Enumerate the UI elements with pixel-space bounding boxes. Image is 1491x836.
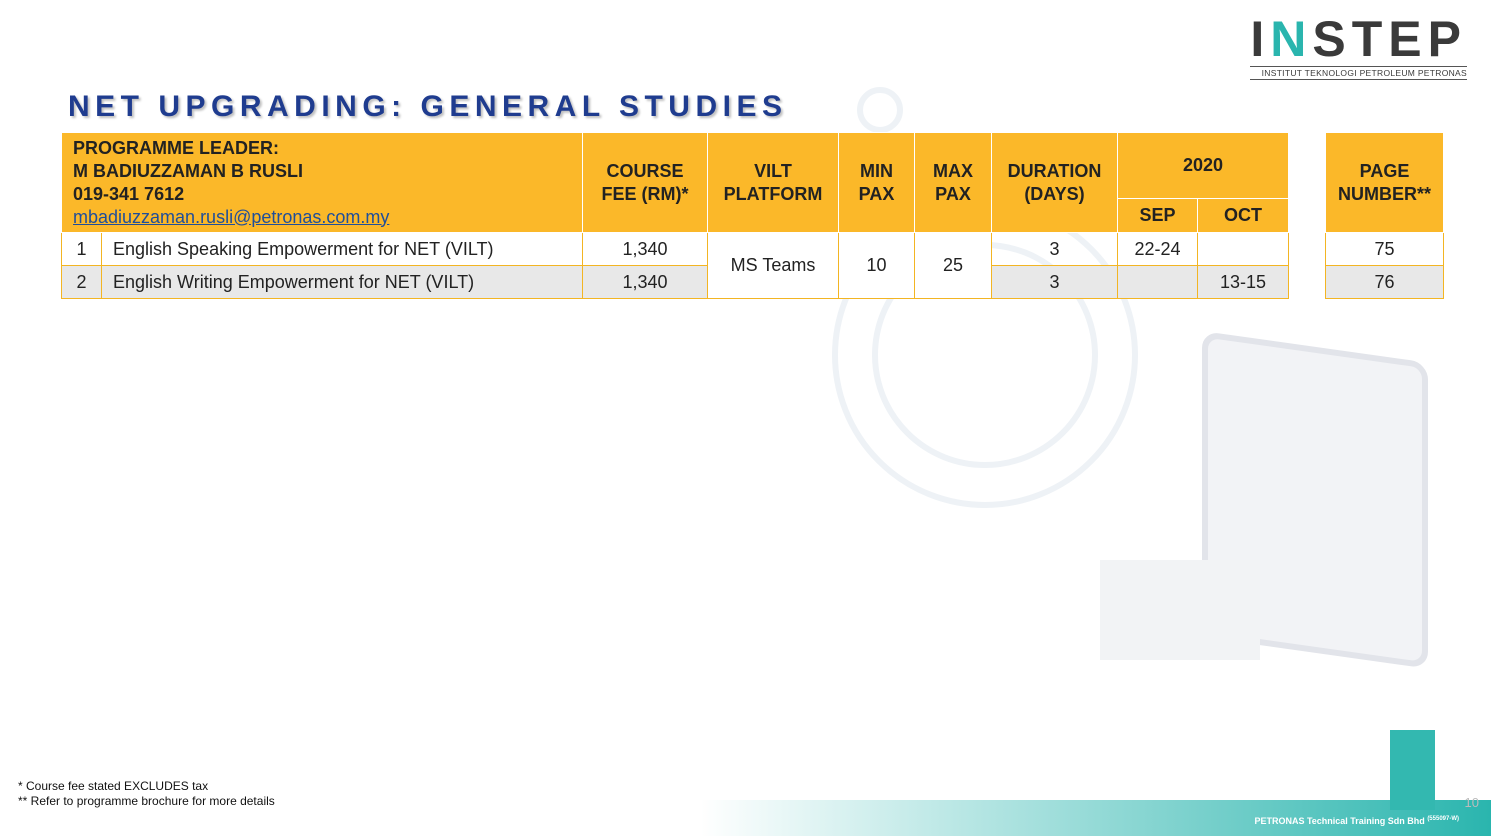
- header-line: PAX: [935, 183, 971, 204]
- header-max-pax: MAX PAX: [914, 132, 992, 233]
- course-name: English Writing Empowerment for NET (VIL…: [101, 265, 583, 299]
- header-duration: DURATION (DAYS): [991, 132, 1118, 233]
- leader-cell: PROGRAMME LEADER: M BADIUZZAMAN B RUSLI …: [61, 132, 583, 233]
- company: PETRONAS Technical Training Sdn Bhd: [1254, 816, 1425, 826]
- footnotes: * Course fee stated EXCLUDES tax ** Refe…: [18, 779, 275, 809]
- header-line: COURSE: [606, 160, 684, 181]
- header-year: 2020: [1117, 132, 1289, 199]
- sep-date: 22-24: [1117, 232, 1198, 266]
- header-line: MIN: [860, 160, 893, 181]
- footer: PETRONAS Technical Training Sdn Bhd (555…: [1254, 816, 1459, 826]
- logo-letter: T: [1351, 11, 1389, 67]
- page-number: 75: [1325, 232, 1444, 266]
- duration: 3: [991, 265, 1118, 299]
- logo-letter: N: [1270, 11, 1313, 67]
- header-line: PAGE: [1359, 160, 1410, 181]
- course-table: PROGRAMME LEADER: M BADIUZZAMAN B RUSLI …: [61, 132, 1289, 299]
- header-line: MAX: [933, 160, 973, 181]
- sep-date: [1117, 265, 1198, 299]
- duration: 3: [991, 232, 1118, 266]
- min-pax: 10: [838, 232, 915, 299]
- header-line: VILT: [754, 160, 792, 181]
- header-line: NUMBER**: [1337, 183, 1431, 204]
- logo-name: INSTEP: [1250, 12, 1467, 66]
- header-row: PROGRAMME LEADER: M BADIUZZAMAN B RUSLI …: [61, 132, 1289, 233]
- row-number: 1: [61, 232, 102, 266]
- header-line: DURATION: [1007, 160, 1102, 181]
- course-row: 2 English Writing Empowerment for NET (V…: [61, 265, 1289, 299]
- header-line: (DAYS): [1024, 183, 1085, 204]
- leader-email[interactable]: mbadiuzzaman.rusli@petronas.com.my: [73, 206, 390, 227]
- platform: MS Teams: [707, 232, 839, 299]
- course-fee: 1,340: [582, 265, 708, 299]
- page-table: PAGE NUMBER** 75 76: [1325, 132, 1444, 299]
- leader-name: M BADIUZZAMAN B RUSLI: [73, 160, 303, 181]
- slide-title: NET UPGRADING: GENERAL STUDIES: [68, 90, 788, 123]
- leader-label: PROGRAMME LEADER:: [73, 137, 279, 158]
- logo-letter: E: [1388, 11, 1428, 67]
- header-platform: VILT PLATFORM: [707, 132, 839, 233]
- page-number: 76: [1325, 265, 1444, 299]
- logo-letter: P: [1427, 11, 1467, 67]
- logo-letter: I: [1250, 11, 1271, 67]
- header-line: PLATFORM: [723, 183, 823, 204]
- course-name: English Speaking Empowerment for NET (VI…: [101, 232, 583, 266]
- footnote: * Course fee stated EXCLUDES tax: [18, 779, 209, 793]
- header-line: PAX: [858, 183, 895, 204]
- company-reg: (555097-W): [1427, 816, 1459, 822]
- header-line: FEE (RM)*: [601, 183, 689, 204]
- footnote: ** Refer to programme brochure for more …: [18, 794, 275, 808]
- header-month: SEP: [1117, 198, 1198, 233]
- logo: INSTEP INSTITUT TEKNOLOGI PETROLEUM PETR…: [1250, 12, 1467, 80]
- leader-phone: 019-341 7612: [73, 183, 185, 204]
- oct-date: [1197, 232, 1289, 266]
- row-number: 2: [61, 265, 102, 299]
- header-month: OCT: [1197, 198, 1289, 233]
- header-page: PAGE NUMBER**: [1325, 132, 1444, 233]
- logo-tagline: INSTITUT TEKNOLOGI PETROLEUM PETRONAS: [1250, 66, 1467, 80]
- course-row: 1 English Speaking Empowerment for NET (…: [61, 232, 1289, 299]
- oct-date: 13-15: [1197, 265, 1289, 299]
- header-fee: COURSE FEE (RM)*: [582, 132, 708, 233]
- header-min-pax: MIN PAX: [838, 132, 915, 233]
- slide-number: 10: [1464, 795, 1479, 810]
- max-pax: 25: [914, 232, 992, 299]
- course-fee: 1,340: [582, 232, 708, 266]
- logo-letter: S: [1312, 11, 1352, 67]
